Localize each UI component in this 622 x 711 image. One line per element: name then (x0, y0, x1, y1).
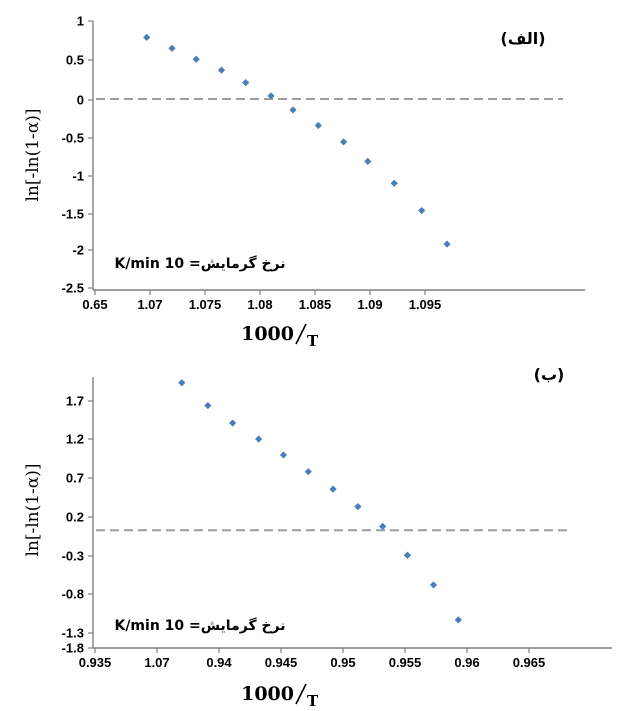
x-tick-label: 1.08 (247, 297, 272, 312)
y-tick-label: 1.7 (66, 394, 84, 409)
data-point (354, 503, 362, 511)
data-point (143, 33, 151, 41)
y-tick-label: 0.2 (66, 510, 84, 525)
y-axis-label: ln[-ln(1-α)] (23, 463, 43, 556)
y-tick-label: 0.7 (66, 471, 84, 486)
data-point (178, 379, 186, 387)
data-point (314, 121, 322, 130)
data-point (267, 92, 275, 100)
x-tick-label: 1.07 (137, 297, 162, 312)
y-tick-label: 0.5 (66, 53, 84, 68)
y-tick-label: -0.8 (62, 587, 84, 602)
data-point (255, 435, 263, 443)
x-tick-label: 1.095 (409, 297, 442, 312)
data-point (340, 138, 348, 146)
data-point (217, 66, 226, 74)
y-tick-label: -2 (72, 243, 84, 258)
x-tick-label: 0.955 (389, 655, 422, 670)
data-point (364, 157, 372, 165)
data-point (379, 522, 387, 530)
panel-label: (ب) (534, 365, 565, 384)
data-point (204, 401, 212, 410)
y-tick-label: 1 (77, 14, 84, 29)
y-tick-label: -0.3 (62, 549, 84, 564)
data-point (418, 206, 426, 215)
y-tick-label: -1 (72, 169, 84, 184)
data-point (429, 581, 438, 589)
x-axis-label-denominator: T (307, 692, 319, 710)
x-tick-label: 0.94 (206, 655, 232, 670)
y-tick-label: -1.5 (62, 207, 84, 222)
x-tick-label: 1.085 (299, 297, 332, 312)
x-tick-label: 1.075 (189, 297, 222, 312)
x-tick-label: 0.965 (513, 655, 546, 670)
x-axis-label-slash (295, 323, 307, 345)
x-axis-label-numerator: 1000 (241, 683, 294, 705)
x-tick-label: 0.945 (265, 655, 298, 670)
x-tick-label: 0.935 (79, 655, 112, 670)
y-tick-label: -0.5 (62, 131, 84, 146)
x-tick-label: 1.07 (144, 655, 169, 670)
chart-panel-1: 1 0.5 0 -0.5 -1 -1.5 -2 -2.50.65 1.07 1.075 1.08 1.… (23, 14, 585, 350)
y-tick-label: -1.8 (62, 641, 84, 656)
y-tick-label: 0 (77, 93, 84, 108)
x-axis-label-slash (295, 683, 307, 705)
data-point (279, 451, 288, 459)
heating-rate-annotation: نرخ گرمایش= 10 K/min (114, 617, 285, 634)
data-point (443, 240, 451, 248)
panel-label: (الف) (500, 29, 545, 48)
y-tick-label: -2.5 (62, 281, 84, 296)
y-tick-label: -1.3 (62, 626, 84, 641)
x-tick-label: 0.65 (82, 297, 107, 312)
x-tick-label: 0.95 (330, 655, 355, 670)
y-axis-label: ln[-ln(1-α)] (23, 108, 43, 201)
x-tick-label: 0.96 (454, 655, 479, 670)
data-point (304, 468, 312, 476)
data-point (229, 419, 237, 427)
data-point (390, 179, 398, 187)
data-point (168, 44, 176, 52)
chart-panel-2: 1.7 1.2 0.7 0.2 -0.3 -0.8 -1.3-1.80.935 1.07 0.9… (23, 365, 612, 710)
x-axis-label-denominator: T (307, 332, 319, 350)
x-axis-label-numerator: 1000 (241, 323, 294, 345)
data-point (192, 55, 200, 63)
y-tick-label: 1.2 (66, 432, 84, 447)
data-point (403, 551, 412, 559)
data-point (329, 485, 337, 493)
heating-rate-annotation: نرخ گرمایش= 10 K/min (114, 255, 285, 272)
data-point (289, 106, 297, 114)
x-tick-label: 1.09 (357, 297, 382, 312)
data-point (454, 616, 462, 624)
data-point (242, 79, 250, 87)
